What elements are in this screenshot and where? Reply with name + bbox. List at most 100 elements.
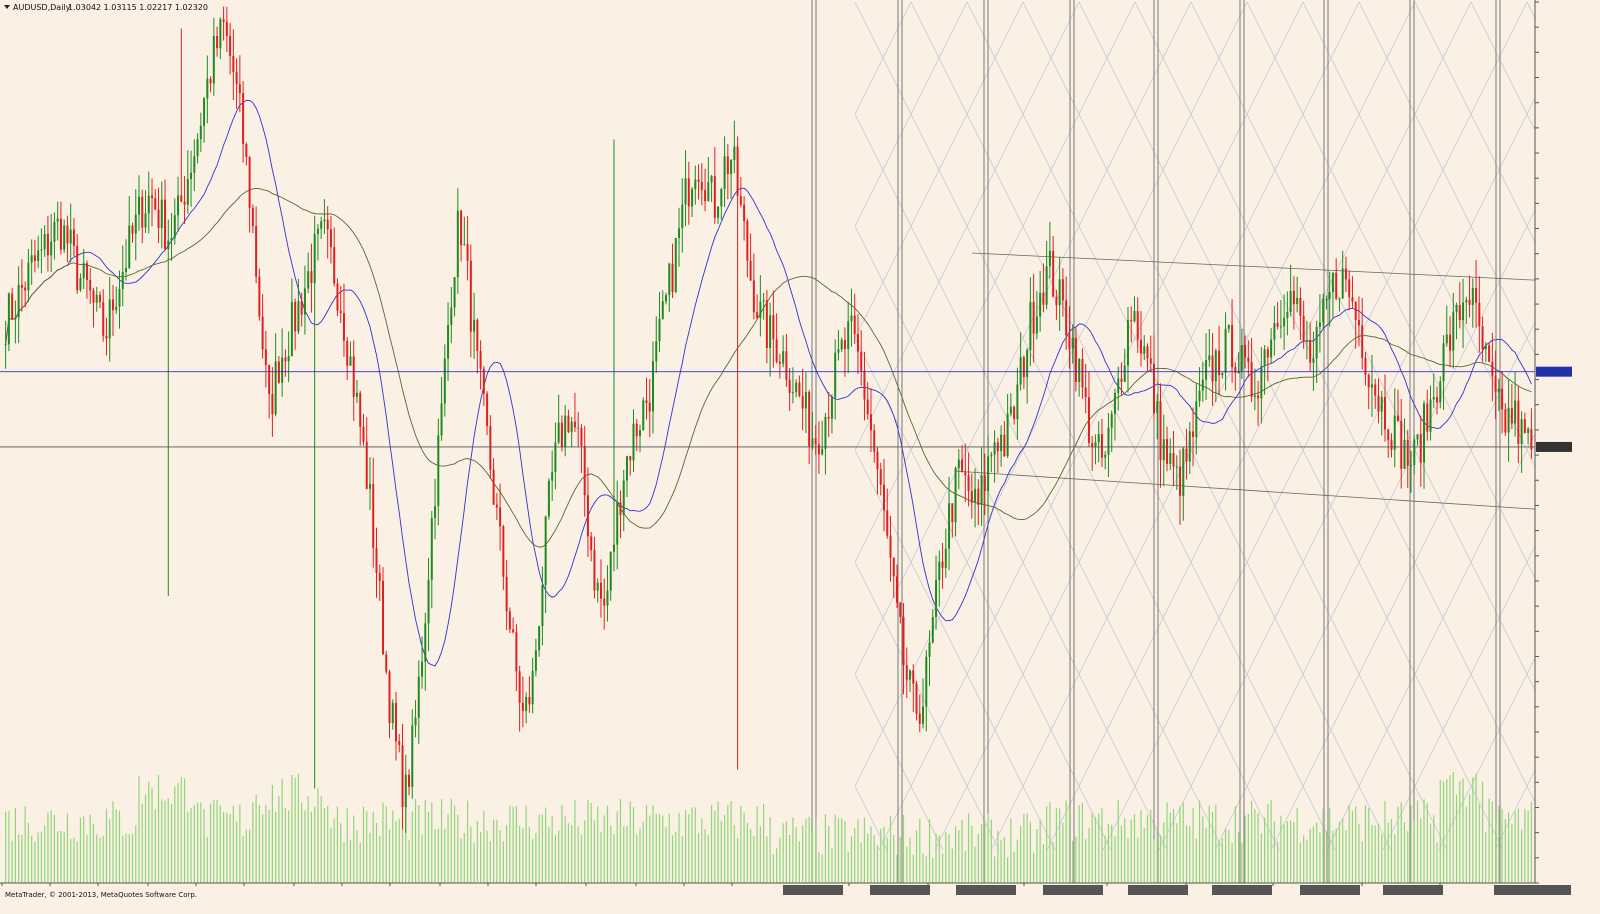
grid-diagonal (263, 2, 687, 850)
candle-body (642, 400, 645, 431)
candle-body (1260, 366, 1263, 399)
candle-body (1013, 406, 1016, 420)
candle-body (313, 234, 316, 284)
candle-body (105, 335, 108, 339)
candle-body (697, 179, 700, 182)
candle-body (1283, 318, 1286, 327)
candle-body (339, 310, 342, 314)
candle-body (957, 459, 960, 469)
candle-body (665, 295, 668, 302)
candle-body (1188, 431, 1191, 462)
candle-body (948, 503, 951, 549)
candle-body (1016, 384, 1019, 420)
grid-diagonal (0, 2, 351, 850)
candle-body (765, 300, 768, 349)
grid-diagonal (1438, 656, 1535, 850)
candle-body (928, 642, 931, 657)
candle-body (648, 402, 651, 412)
candle-body (941, 561, 944, 568)
candle-body (886, 510, 889, 536)
candle-body (1100, 433, 1103, 458)
grid-diagonal (1022, 2, 1448, 850)
candle-body (557, 422, 560, 443)
grid-diagonal (0, 2, 71, 850)
candle-body (372, 484, 375, 548)
grid-diagonal (0, 2, 127, 850)
candle-body (300, 301, 303, 315)
grid-diagonal (0, 2, 407, 850)
candle-body (323, 219, 326, 222)
candle-body (1338, 298, 1341, 300)
candle-body (830, 397, 833, 419)
candle-body (1263, 349, 1266, 367)
candle-body (1455, 305, 1458, 312)
grid-diagonal (855, 112, 1224, 850)
date-highlight-box (1043, 885, 1103, 895)
candle-body (538, 626, 541, 651)
grid-diagonal (0, 2, 271, 850)
candle-body (700, 181, 703, 191)
candle-body (1139, 339, 1142, 354)
candle-body (795, 382, 798, 393)
candle-body (50, 241, 53, 256)
candle-body (1270, 339, 1273, 358)
candle-body (671, 263, 674, 293)
candle-body (1449, 334, 1452, 351)
candle-body (1510, 407, 1513, 424)
candle-body (404, 774, 407, 808)
candle-body (63, 225, 66, 250)
candle-body (1061, 279, 1064, 301)
candle-body (580, 427, 583, 446)
candle-body (544, 516, 547, 586)
ma-fast-line (5, 99, 1532, 667)
candle-body (284, 357, 287, 362)
candle-body (1149, 358, 1152, 364)
candle-body (1296, 297, 1299, 305)
candle-body (622, 480, 625, 516)
price-line-badge (1536, 366, 1572, 377)
grid-diagonal (1158, 96, 1535, 850)
candle-body (1432, 397, 1435, 400)
candle-body (251, 207, 254, 227)
candle-body (1208, 355, 1211, 361)
time-axis (0, 882, 1571, 895)
candle-body (1205, 360, 1208, 380)
candle-body (1113, 393, 1116, 414)
candle-body (974, 488, 977, 503)
candle-body (1400, 421, 1403, 469)
grid-diagonal (1494, 768, 1535, 850)
candle-body (268, 364, 271, 395)
candle-body (678, 228, 681, 239)
candle-body (1530, 428, 1533, 450)
candle-body (1133, 311, 1136, 322)
candle-body (437, 435, 440, 507)
candle-body (131, 225, 134, 234)
grid-diagonal (0, 2, 159, 850)
candle-body (151, 195, 154, 199)
candle-body (821, 448, 824, 455)
candle-body (492, 469, 495, 505)
candle-body (186, 179, 189, 205)
candle-body (1436, 397, 1439, 403)
candle-body (625, 456, 628, 481)
candle-body (772, 315, 775, 340)
candle-body (164, 199, 167, 249)
candle-body (482, 368, 485, 394)
candle-body (1110, 413, 1113, 428)
candle-body (775, 339, 778, 362)
candle-body (674, 238, 677, 293)
candle-body (160, 199, 163, 228)
candle-body (1471, 288, 1474, 305)
candle-body (1211, 355, 1214, 382)
candle-body (1348, 279, 1351, 298)
candle-body (53, 221, 56, 242)
candle-body (505, 576, 508, 612)
candle-body (30, 255, 33, 263)
candle-body (730, 160, 733, 175)
candle-body (1475, 288, 1478, 303)
candle-body (1074, 337, 1077, 383)
candle-body (1192, 431, 1195, 437)
menu-triangle-icon[interactable] (4, 5, 10, 9)
